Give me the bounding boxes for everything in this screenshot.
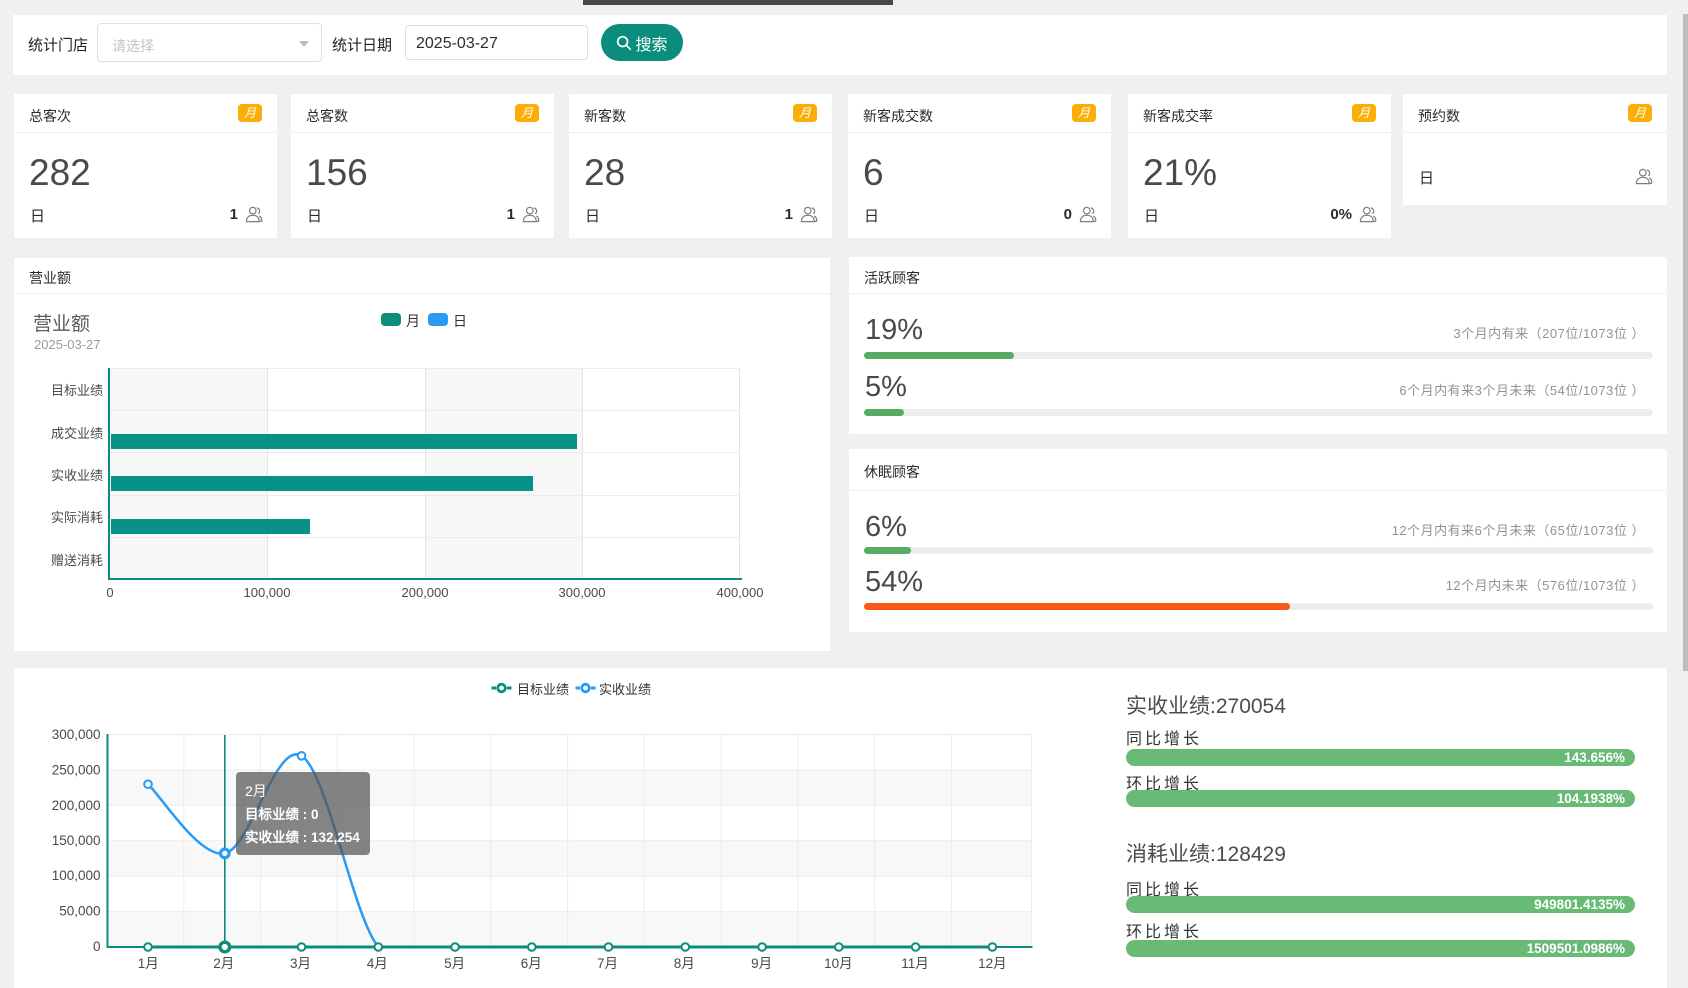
svg-text:4月: 4月	[367, 956, 388, 971]
svg-text:50,000: 50,000	[59, 904, 100, 919]
svg-text:1月: 1月	[138, 956, 159, 971]
svg-text:9月: 9月	[751, 956, 772, 971]
svg-text:150,000: 150,000	[52, 833, 101, 848]
svg-text:10月: 10月	[824, 956, 853, 971]
svg-text:2月: 2月	[213, 956, 234, 971]
svg-text:0: 0	[93, 939, 101, 954]
svg-text:8月: 8月	[674, 956, 695, 971]
svg-text:200,000: 200,000	[52, 798, 101, 813]
svg-text:5月: 5月	[444, 956, 465, 971]
svg-text:100,000: 100,000	[52, 868, 101, 883]
svg-text:6月: 6月	[521, 956, 542, 971]
svg-text:7月: 7月	[597, 956, 618, 971]
svg-text:300,000: 300,000	[52, 727, 101, 742]
svg-text:11月: 11月	[901, 956, 929, 971]
svg-text:12月: 12月	[978, 956, 1007, 971]
svg-text:250,000: 250,000	[52, 763, 101, 778]
svg-text:3月: 3月	[290, 956, 311, 971]
